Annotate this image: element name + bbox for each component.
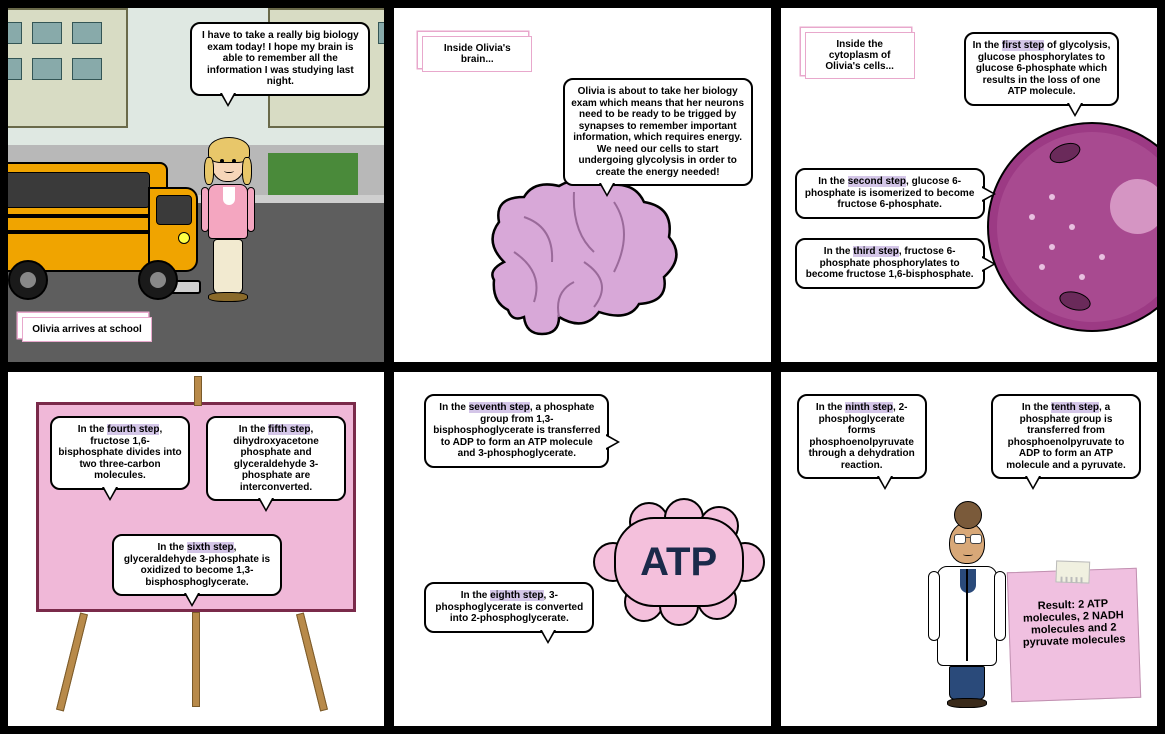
olivia-speech: I have to take a really big biology exam… [190,22,370,96]
brain-icon [464,172,694,342]
caption-text: Inside Olivia's brain... [444,43,511,65]
atp-cloud: ATP [599,502,759,622]
panel-4: In the fourth step, fructose 1,6-bisphos… [6,370,386,728]
caption-2: Inside Olivia's brain... [422,36,532,72]
caption-3: Inside the cytoplasm of Olivia's cells..… [805,32,915,79]
easel-top [194,376,202,406]
easel-leg [192,612,200,707]
easel-leg [296,613,328,712]
panel-2: Inside Olivia's brain... Olivia is about… [392,6,772,364]
speech-text: Olivia is about to take her biology exam… [571,86,744,178]
tape-icon [1055,560,1090,583]
step3-speech: In the third step, fructose 6-phosphate … [795,238,985,289]
step1-speech: In the first step of glycolysis, glucose… [964,32,1119,106]
storyboard: I have to take a really big biology exam… [0,0,1165,734]
step9-speech: In the ninth step, 2-phosphoglycerate fo… [797,394,927,479]
panel-3: Inside the cytoplasm of Olivia's cells..… [779,6,1159,364]
cell-icon [987,122,1159,332]
grass [268,153,358,195]
step6-speech: In the sixth step, glyceraldehyde 3-phos… [112,534,282,596]
step2-speech: In the second step, glucose 6-phosphate … [795,168,985,219]
step10-speech: In the tenth step, a phosphate group is … [991,394,1141,479]
caption-1: Olivia arrives at school [22,317,152,342]
atp-label: ATP [640,540,717,585]
step4-speech: In the fourth step, fructose 1,6-bisphos… [50,416,190,490]
step7-speech: In the seventh step, a phosphate group f… [424,394,609,468]
panel-1: I have to take a really big biology exam… [6,6,386,364]
speech-text: I have to take a really big biology exam… [202,30,359,87]
panel-6: In the ninth step, 2-phosphoglycerate fo… [779,370,1159,728]
brain-speech: Olivia is about to take her biology exam… [563,78,753,186]
caption-text: Olivia arrives at school [32,324,142,335]
school-bus [6,142,208,292]
building-left [6,8,128,128]
step8-speech: In the eighth step, 3-phosphoglycerate i… [424,582,594,633]
easel-leg [56,613,88,712]
caption-text: Inside the cytoplasm of Olivia's cells..… [825,39,894,72]
step5-speech: In the fifth step, dihydroxyacetone phos… [206,416,346,501]
result-sticky-note: Result: 2 ATP molecules, 2 NADH molecule… [1007,568,1141,702]
olivia-character [193,142,263,302]
panel-5: ATP In the seventh step, a phosphate gro… [392,370,772,728]
scientist-character [927,522,1007,712]
